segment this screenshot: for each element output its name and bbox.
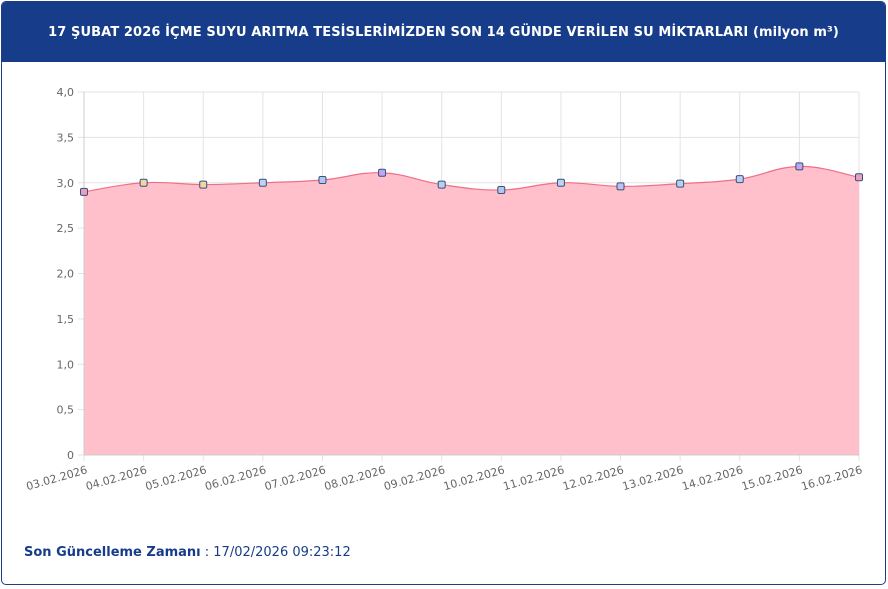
data-point bbox=[139, 178, 148, 187]
last-update: Son Güncelleme Zamanı : 17/02/2026 09:23… bbox=[24, 545, 351, 560]
panel-header: 17 ŞUBAT 2026 İÇME SUYU ARITMA TESİSLERİ… bbox=[2, 2, 885, 62]
last-update-value: 17/02/2026 09:23:12 bbox=[213, 545, 351, 560]
y-tick-label: 4,0 bbox=[57, 86, 75, 99]
area-fill bbox=[84, 166, 859, 455]
x-tick-label: 16.02.2026 bbox=[800, 463, 864, 493]
x-tick-label: 10.02.2026 bbox=[442, 463, 506, 493]
x-tick-label: 11.02.2026 bbox=[502, 463, 566, 493]
data-point bbox=[199, 180, 208, 189]
x-tick-label: 13.02.2026 bbox=[621, 463, 685, 493]
data-point bbox=[437, 180, 446, 189]
x-tick-label: 15.02.2026 bbox=[740, 463, 804, 493]
y-tick-label: 1,5 bbox=[57, 313, 75, 326]
last-update-separator: : bbox=[200, 545, 214, 560]
chart-title: 17 ŞUBAT 2026 İÇME SUYU ARITMA TESİSLERİ… bbox=[48, 24, 839, 40]
data-point bbox=[855, 173, 863, 182]
x-tick-label: 06.02.2026 bbox=[204, 463, 268, 493]
y-tick-label: 0,5 bbox=[57, 404, 75, 417]
water-volume-area-chart: 0 0,5 1,0 1,5 2,0 2,5 3,0 3,5 4,0 03.02.202604.02… bbox=[25, 86, 864, 493]
x-tick-label: 07.02.2026 bbox=[263, 463, 327, 493]
data-point bbox=[676, 179, 685, 188]
data-point bbox=[497, 186, 506, 195]
x-tick-label: 14.02.2026 bbox=[680, 463, 744, 493]
y-tick-label: 1,0 bbox=[57, 358, 75, 371]
data-point bbox=[378, 168, 387, 177]
data-point bbox=[795, 162, 804, 171]
x-tick-label: 03.02.2026 bbox=[25, 463, 89, 493]
x-tick-label: 12.02.2026 bbox=[561, 463, 625, 493]
y-tick-label: 0 bbox=[67, 449, 74, 462]
data-point bbox=[556, 178, 565, 187]
x-tick-label: 08.02.2026 bbox=[323, 463, 387, 493]
data-point bbox=[616, 182, 625, 191]
data-point bbox=[735, 175, 744, 184]
y-tick-label: 2,0 bbox=[57, 268, 75, 281]
x-tick-label: 05.02.2026 bbox=[144, 463, 208, 493]
last-update-label: Son Güncelleme Zamanı bbox=[24, 545, 201, 560]
data-point bbox=[80, 187, 88, 196]
y-tick-label: 3,5 bbox=[57, 131, 75, 144]
y-tick-label: 3,0 bbox=[57, 177, 75, 190]
chart-area: 0 0,5 1,0 1,5 2,0 2,5 3,0 3,5 4,0 03.02.2026 04.02… bbox=[2, 62, 885, 502]
data-point bbox=[258, 178, 267, 187]
y-tick-label: 2,5 bbox=[57, 222, 75, 235]
x-tick-label: 09.02.2026 bbox=[382, 463, 446, 493]
data-point bbox=[318, 176, 327, 185]
x-tick-label: 04.02.2026 bbox=[84, 463, 148, 493]
series-line bbox=[83, 165, 860, 193]
